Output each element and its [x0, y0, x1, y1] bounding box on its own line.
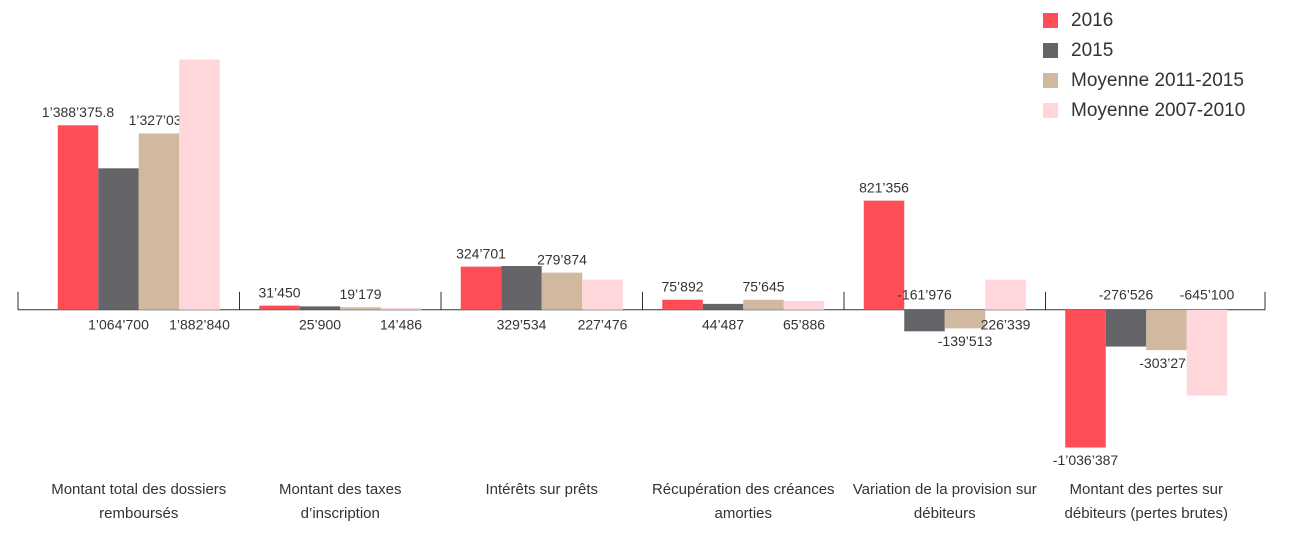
value-label: 226’339 — [981, 317, 1031, 333]
bar — [743, 299, 784, 310]
value-label: 227’476 — [578, 317, 628, 333]
bar — [541, 272, 583, 310]
value-label: 1’388’375.8 — [42, 104, 115, 120]
bar — [138, 133, 180, 310]
value-label: 19’179 — [339, 286, 381, 302]
legend-swatch — [1043, 73, 1058, 88]
value-label: 1’882’840 — [169, 317, 230, 333]
x-tick-label: Intérêts sur prêts — [485, 481, 599, 498]
bar — [380, 307, 422, 310]
value-label: 25’900 — [299, 317, 341, 333]
value-label: 14’486 — [380, 317, 422, 333]
bar — [259, 305, 300, 310]
bar — [299, 306, 341, 310]
bar — [783, 301, 825, 310]
bar — [944, 309, 986, 329]
x-tick-label: Récupération des créances amorties — [651, 481, 835, 522]
legend-swatch — [1043, 13, 1058, 28]
bar — [98, 168, 139, 310]
value-label: 44’487 — [702, 317, 744, 333]
bar — [904, 309, 945, 332]
value-label: 75’892 — [661, 278, 703, 294]
value-label: 821’356 — [859, 179, 909, 195]
bar — [340, 307, 381, 310]
value-label: -276’526 — [1099, 287, 1154, 303]
value-label: 279’874 — [537, 251, 587, 267]
value-label: -161’976 — [897, 287, 952, 303]
value-label: 1’327’030 — [129, 112, 190, 128]
value-label: 65’886 — [783, 317, 825, 333]
bar — [460, 266, 502, 310]
value-label: -645’100 — [1180, 287, 1235, 303]
value-label: 75’645 — [742, 278, 784, 294]
value-label: -139’513 — [938, 333, 993, 349]
bar — [1186, 309, 1228, 396]
bar — [662, 299, 703, 310]
bar — [582, 279, 623, 310]
value-label: 329’534 — [497, 317, 547, 333]
value-label: -1’036’387 — [1053, 452, 1119, 468]
x-tick-label: Montant des pertes sur débiteurs (pertes… — [1064, 481, 1228, 522]
legend-swatch — [1043, 103, 1058, 118]
value-label: 1’064’700 — [88, 317, 149, 333]
x-tick-label: Montant des taxes d’inscription — [278, 481, 402, 522]
legend-label: 2016 — [1071, 10, 1113, 31]
bar — [1146, 309, 1187, 351]
bar — [501, 266, 542, 310]
value-label: 31’450 — [258, 284, 300, 300]
value-label: 324’701 — [456, 245, 506, 261]
x-tick-label: Variation de la provision sur débiteurs — [852, 481, 1037, 522]
bar — [57, 125, 99, 310]
legend-label: Moyenne 2011-2015 — [1071, 70, 1244, 91]
bar — [179, 59, 220, 310]
bar — [985, 279, 1026, 310]
legend-swatch — [1043, 43, 1058, 58]
bar — [1065, 309, 1106, 448]
legend-label: 2015 — [1071, 40, 1113, 61]
bar — [863, 200, 905, 310]
value-label: -303’273 — [1139, 355, 1194, 371]
bar — [1105, 309, 1147, 347]
x-tick-label: Montant total des dossiers remboursés — [51, 481, 227, 522]
legend-label: Moyenne 2007-2010 — [1071, 100, 1245, 121]
bar — [702, 303, 744, 310]
